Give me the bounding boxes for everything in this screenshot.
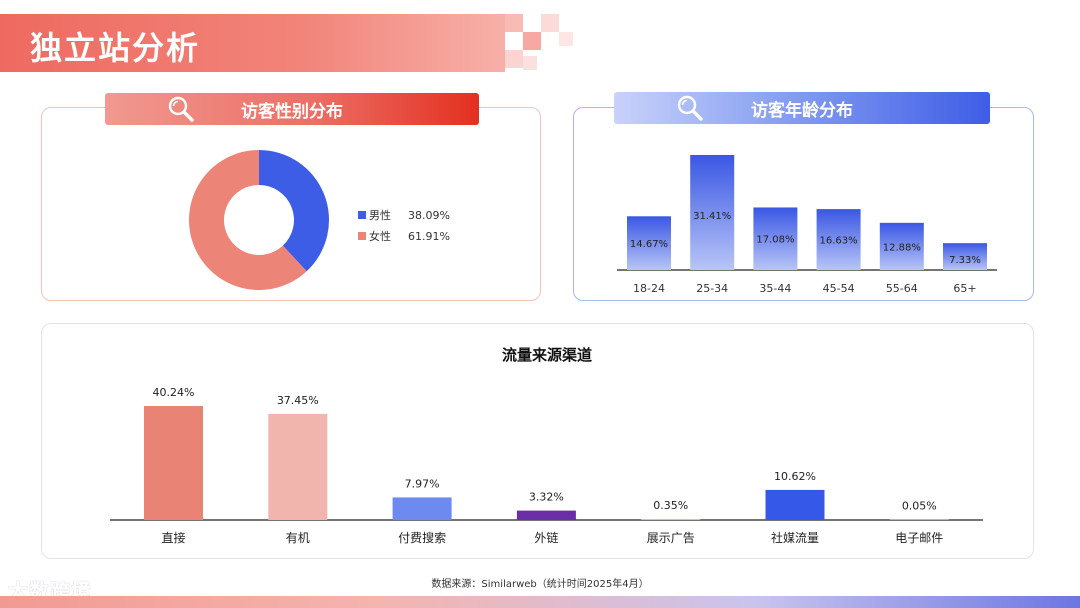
legend-value: 38.09% <box>408 209 450 222</box>
age-bar <box>943 243 987 270</box>
donut-slice-1 <box>259 150 329 272</box>
traffic-bar <box>889 519 949 520</box>
traffic-bar-value-label: 37.45% <box>277 394 319 407</box>
legend-value: 61.91% <box>408 230 450 243</box>
legend-label: 男性 <box>369 208 391 222</box>
traffic-bar <box>765 489 825 520</box>
legend-label: 女性 <box>369 229 391 243</box>
donut-slice-2 <box>188 150 307 290</box>
deco-square <box>559 32 573 46</box>
traffic-bar-value-label: 10.62% <box>774 470 816 483</box>
age-tick-label: 25-34 <box>696 282 728 295</box>
legend-swatch <box>358 211 366 219</box>
age-bar-value-label: 16.63% <box>820 236 858 247</box>
age-bar <box>753 207 798 270</box>
traffic-bar-value-label: 0.35% <box>653 499 688 512</box>
age-bar-value-label: 7.33% <box>949 255 981 266</box>
gender-panel-title: 访客性别分布 <box>241 101 343 122</box>
deco-square <box>505 14 523 32</box>
gender-panel-header: 访客性别分布 <box>105 93 479 125</box>
search-icon <box>677 95 703 121</box>
traffic-tick-label: 付费搜索 <box>398 530 446 545</box>
age-bar-value-label: 12.88% <box>883 242 921 253</box>
legend-swatch <box>358 232 366 240</box>
age-bar <box>690 155 735 270</box>
page-title: 独立站分析 <box>30 29 201 67</box>
age-tick-label: 65+ <box>953 282 976 295</box>
age-tick-label: 55-64 <box>886 282 918 295</box>
deco-square <box>523 32 541 50</box>
traffic-bar-value-label: 0.05% <box>902 500 937 513</box>
traffic-bar <box>392 497 452 520</box>
age-tick-label: 35-44 <box>759 282 791 295</box>
traffic-tick-label: 电子邮件 <box>895 531 943 545</box>
age-bar-value-label: 17.08% <box>756 235 794 246</box>
traffic-chart-title: 流量来源渠道 <box>502 346 592 364</box>
traffic-bar <box>641 519 701 520</box>
traffic-tick-label: 外链 <box>534 530 558 545</box>
traffic-bar <box>144 406 203 520</box>
deco-square <box>505 50 523 68</box>
bottom-gradient-bar <box>0 596 1080 608</box>
age-bar <box>816 209 861 270</box>
age-panel-header: 访客年龄分布 <box>614 92 990 124</box>
deco-square <box>523 56 537 70</box>
traffic-bar-value-label: 40.24% <box>153 386 195 399</box>
traffic-bar <box>516 510 576 520</box>
traffic-bar-value-label: 7.97% <box>405 477 440 490</box>
age-bar <box>879 222 924 270</box>
age-bar-value-label: 31.41% <box>693 211 731 222</box>
traffic-tick-label: 社媒流量 <box>771 530 819 545</box>
age-bar-value-label: 14.67% <box>630 239 668 250</box>
deco-square <box>541 14 559 32</box>
search-icon <box>168 96 194 122</box>
age-tick-label: 18-24 <box>633 282 665 295</box>
traffic-bar-value-label: 3.32% <box>529 491 564 504</box>
age-panel-title: 访客年龄分布 <box>751 100 853 121</box>
data-source-note: 数据来源：Similarweb（统计时间2025年4月） <box>431 579 649 590</box>
traffic-tick-label: 直接 <box>161 530 185 545</box>
title-band <box>0 14 505 72</box>
age-tick-label: 45-54 <box>823 282 855 295</box>
traffic-tick-label: 展示广告 <box>647 531 695 545</box>
age-bar <box>627 216 671 270</box>
traffic-bar <box>268 413 328 520</box>
traffic-tick-label: 有机 <box>286 531 310 545</box>
